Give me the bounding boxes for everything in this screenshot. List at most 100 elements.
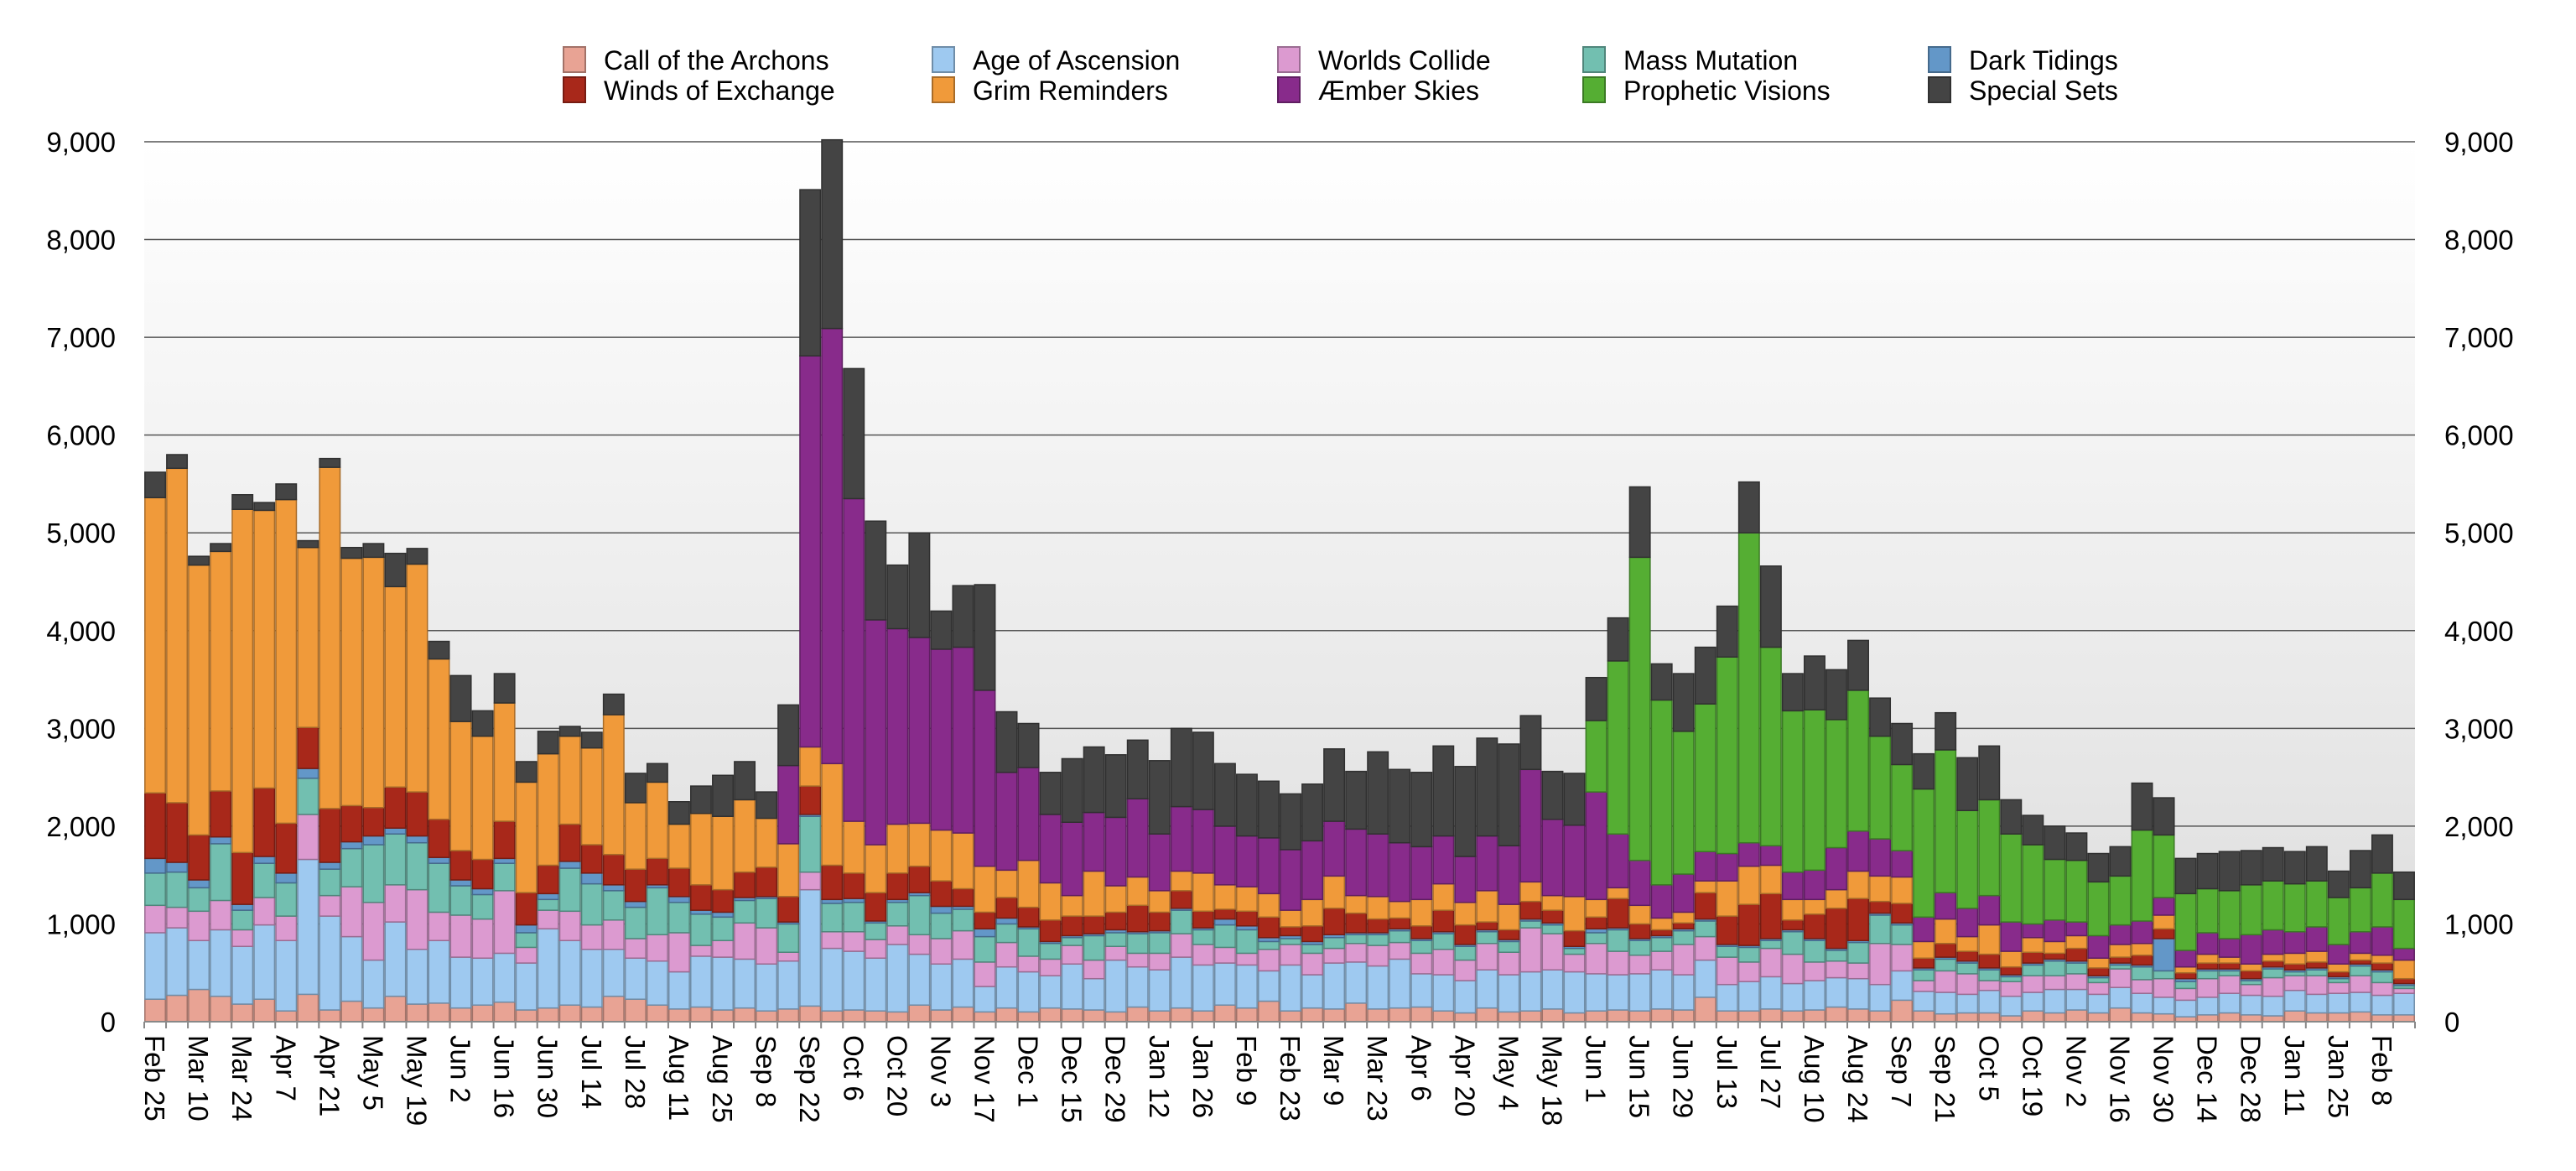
bar-segment <box>1956 993 1979 1014</box>
bar-segment <box>1476 931 1498 945</box>
bar-segment <box>2327 897 2350 945</box>
bar-segment <box>1367 934 1389 946</box>
bar-segment <box>1389 929 1411 944</box>
bar-segment <box>1563 929 1586 948</box>
bar-segment <box>1083 1009 1105 1023</box>
bar-segment <box>449 1007 472 1023</box>
legend-item: Grim Reminders <box>932 75 1168 106</box>
bar-segment <box>253 856 276 864</box>
bar-segment <box>558 867 581 913</box>
bar-segment <box>1498 951 1520 976</box>
bar-segment <box>1519 1010 1542 1023</box>
bar-segment <box>537 893 559 901</box>
bar-segment <box>1323 748 1346 822</box>
bar-segment <box>1737 946 1760 963</box>
bar-segment <box>2000 995 2023 1017</box>
legend-label: Call of the Archons <box>604 45 829 75</box>
bar-segment <box>144 857 166 874</box>
bar-segment <box>1039 882 1062 921</box>
bar-segment <box>1258 948 1280 972</box>
bar-segment <box>2218 956 2241 964</box>
bar-segment <box>297 993 319 1023</box>
bar-segment <box>471 735 494 861</box>
bar-segment <box>362 556 385 809</box>
bar-segment <box>1432 1010 1455 1023</box>
bar-segment <box>799 355 822 748</box>
legend-swatch <box>1928 76 1951 103</box>
bar-segment <box>1607 898 1629 929</box>
bar-segment <box>1978 745 2001 801</box>
bar-segment <box>1563 824 1586 898</box>
y-tick-label-right: 0 <box>2444 1007 2459 1038</box>
bar-segment <box>2240 983 2262 997</box>
bar-segment <box>886 902 909 927</box>
bar-segment <box>580 948 603 1008</box>
bar-segment <box>1672 1009 1695 1023</box>
bar-segment <box>1826 960 1847 979</box>
bar-segment <box>1847 898 1869 942</box>
x-tick-label: Jan 26 <box>1187 1035 1218 1118</box>
bar-segment <box>2174 965 2197 974</box>
bar-segment <box>712 916 734 942</box>
bar-segment <box>384 833 407 886</box>
bar-segment <box>2327 992 2350 1014</box>
bar-segment <box>1650 929 1673 937</box>
bar-segment <box>930 912 953 939</box>
y-tick-label-left: 7,000 <box>46 322 116 353</box>
bar-segment <box>734 922 756 960</box>
bar-segment <box>166 861 189 873</box>
bar-segment <box>2196 962 2219 970</box>
bar-segment <box>734 899 756 924</box>
bar-segment <box>2283 989 2306 1012</box>
bar-segment <box>2065 962 2088 975</box>
bar-segment <box>493 862 516 892</box>
bar-segment <box>646 857 668 886</box>
bar-segment <box>2240 994 2262 1016</box>
bar-segment <box>1083 934 1105 961</box>
bar-segment <box>253 787 276 857</box>
bar-segment <box>1781 919 1804 931</box>
bar-segment <box>843 872 865 899</box>
bar-segment <box>558 910 581 942</box>
bar-segment <box>1585 720 1607 793</box>
bar-segment <box>493 952 516 1003</box>
bar-segment <box>1519 881 1542 903</box>
bar-segment <box>1126 933 1149 955</box>
bar-segment <box>1280 909 1301 928</box>
bar-segment <box>667 823 690 869</box>
bar-segment <box>756 963 778 1012</box>
y-tick-label-left: 8,000 <box>46 225 116 256</box>
bar-segment <box>2196 953 2219 964</box>
bar-segment <box>428 640 450 660</box>
bar-segment <box>1935 943 1957 958</box>
bar-segment <box>930 905 953 914</box>
bar-segment <box>1541 1008 1564 1023</box>
bar-segment <box>1716 1010 1738 1023</box>
bar-segment <box>1192 910 1214 929</box>
bar-segment <box>275 498 298 825</box>
bar-segment <box>1956 962 1979 975</box>
bar-segment <box>1410 939 1433 955</box>
bar-segment <box>493 702 516 822</box>
bar-segment <box>144 471 166 499</box>
bar-segment <box>2131 992 2153 1014</box>
bar-segment <box>297 726 319 769</box>
bar-segment <box>2131 979 2153 994</box>
bar-segment <box>734 871 756 898</box>
bar-segment <box>799 746 822 787</box>
bar-segment <box>1585 676 1607 721</box>
bar-segment <box>865 922 887 940</box>
bar-segment <box>231 903 254 911</box>
bar-segment <box>799 871 822 891</box>
bar-segment <box>2174 857 2197 895</box>
bar-segment <box>2327 963 2350 973</box>
bar-segment <box>210 929 232 997</box>
bar-segment <box>2131 965 2153 981</box>
bar-segment <box>1017 859 1040 908</box>
bar-segment <box>1913 957 1935 969</box>
bar-segment <box>1826 669 1847 721</box>
bar-segment <box>493 857 516 864</box>
bar-segment <box>1978 953 2001 969</box>
bar-segment <box>1803 869 1826 901</box>
bar-segment <box>1170 1007 1192 1023</box>
